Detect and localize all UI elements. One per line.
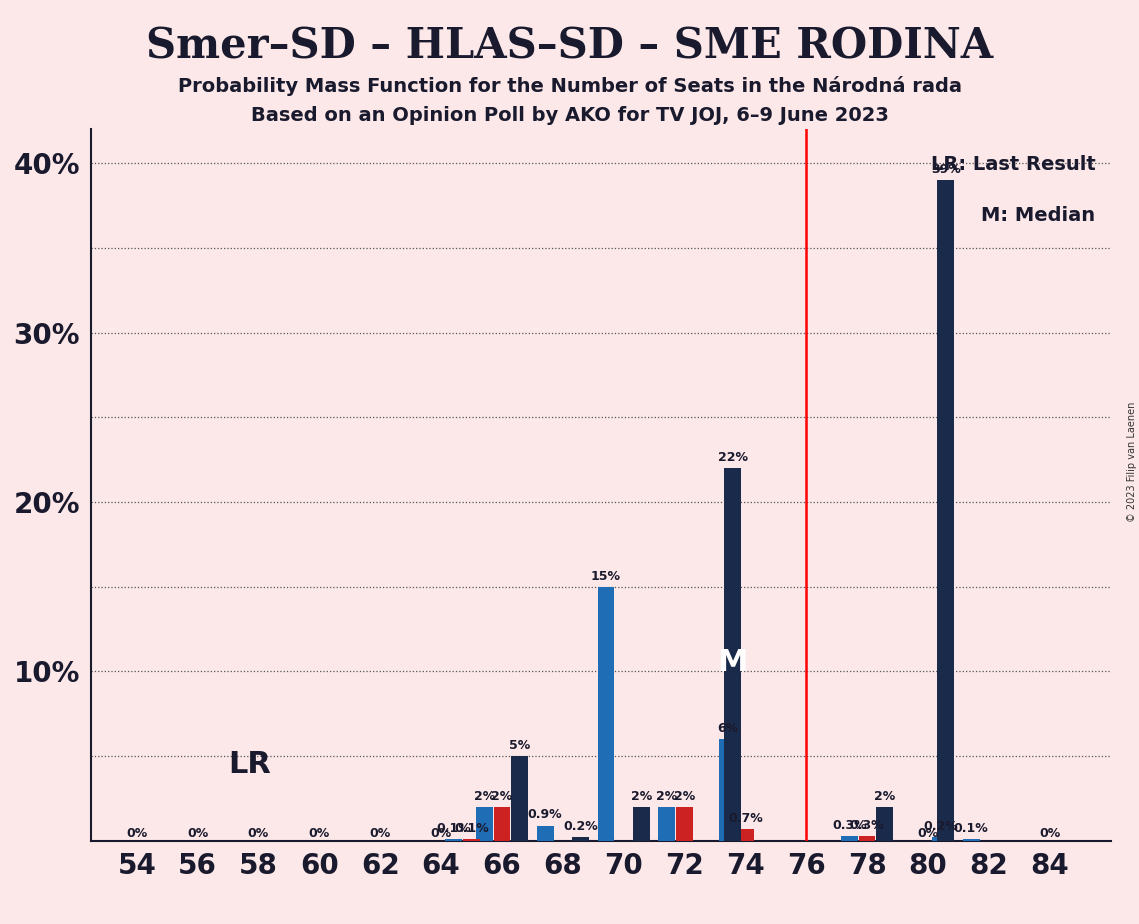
Bar xyxy=(933,837,949,841)
Text: 2%: 2% xyxy=(491,790,513,803)
Text: 0.1%: 0.1% xyxy=(454,822,489,835)
Text: 0%: 0% xyxy=(248,827,269,840)
Text: 0.3%: 0.3% xyxy=(833,819,867,832)
Text: 6%: 6% xyxy=(718,722,738,735)
Text: 0%: 0% xyxy=(126,827,147,840)
Bar xyxy=(737,829,754,841)
Text: 0.2%: 0.2% xyxy=(924,821,958,833)
Text: 0.9%: 0.9% xyxy=(527,808,563,821)
Text: 0%: 0% xyxy=(187,827,208,840)
Bar xyxy=(598,587,614,841)
Bar xyxy=(937,180,954,841)
Bar xyxy=(572,837,589,841)
Text: 0.1%: 0.1% xyxy=(436,822,472,835)
Bar xyxy=(677,807,693,841)
Bar xyxy=(536,826,554,841)
Text: 39%: 39% xyxy=(931,163,960,176)
Bar xyxy=(633,807,649,841)
Bar xyxy=(876,807,893,841)
Text: © 2023 Filip van Laenen: © 2023 Filip van Laenen xyxy=(1126,402,1137,522)
Text: 0.2%: 0.2% xyxy=(563,821,598,833)
Text: 2%: 2% xyxy=(874,790,895,803)
Text: Based on an Opinion Poll by AKO for TV JOJ, 6–9 June 2023: Based on an Opinion Poll by AKO for TV J… xyxy=(251,106,888,126)
Bar xyxy=(445,839,462,841)
Text: 0%: 0% xyxy=(431,827,452,840)
Bar xyxy=(841,836,858,841)
Text: 5%: 5% xyxy=(509,739,530,752)
Text: 2%: 2% xyxy=(631,790,652,803)
Text: 2%: 2% xyxy=(656,790,678,803)
Text: 0%: 0% xyxy=(917,827,939,840)
Bar xyxy=(724,468,741,841)
Text: Probability Mass Function for the Number of Seats in the Národná rada: Probability Mass Function for the Number… xyxy=(178,76,961,96)
Text: 0.3%: 0.3% xyxy=(850,819,884,832)
Text: 0%: 0% xyxy=(309,827,330,840)
Text: 0.7%: 0.7% xyxy=(728,812,763,825)
Bar xyxy=(493,807,510,841)
Text: 0%: 0% xyxy=(369,827,391,840)
Text: 2%: 2% xyxy=(474,790,495,803)
Bar xyxy=(962,839,980,841)
Bar xyxy=(511,756,528,841)
Text: M: M xyxy=(718,649,748,677)
Text: LR: LR xyxy=(228,750,271,779)
Text: 0%: 0% xyxy=(1039,827,1060,840)
Text: M: Median: M: Median xyxy=(981,206,1096,225)
Text: 15%: 15% xyxy=(591,569,621,582)
Bar xyxy=(464,839,480,841)
Text: Smer–SD – HLAS–SD – SME RODINA: Smer–SD – HLAS–SD – SME RODINA xyxy=(146,26,993,67)
Text: 0.1%: 0.1% xyxy=(953,822,989,835)
Text: 22%: 22% xyxy=(718,451,747,464)
Text: 2%: 2% xyxy=(674,790,695,803)
Bar xyxy=(658,807,675,841)
Bar xyxy=(476,807,493,841)
Bar xyxy=(859,836,876,841)
Text: LR: Last Result: LR: Last Result xyxy=(931,155,1096,174)
Bar xyxy=(720,739,736,841)
